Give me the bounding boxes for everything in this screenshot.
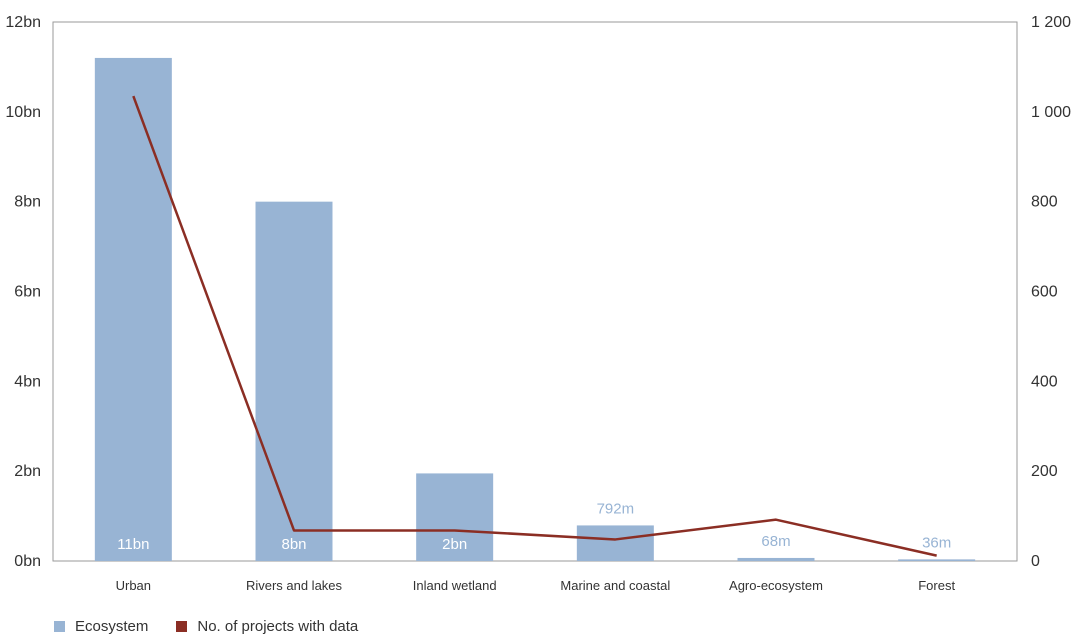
y-axis-right-ticks: 0 200 400 600 800 1 000 1 200: [1031, 14, 1071, 570]
y-left-tick-label: 10bn: [5, 104, 41, 121]
legend-swatch-bars: [54, 621, 65, 632]
y-left-tick-label: 8bn: [14, 194, 41, 211]
y-right-tick-label: 800: [1031, 194, 1058, 211]
bar-data-label: 792m: [597, 500, 635, 517]
bar: [416, 473, 494, 561]
line-series-path: [132, 95, 937, 557]
y-left-tick-label: 6bn: [14, 284, 41, 301]
x-tick-label: Agro-ecosystem: [729, 578, 823, 593]
legend-label-line: No. of projects with data: [197, 618, 359, 635]
x-tick-label: Inland wetland: [413, 578, 497, 593]
x-tick-label: Forest: [918, 578, 955, 593]
bar-data-label: 36m: [922, 534, 951, 551]
x-tick-label: Marine and coastal: [560, 578, 670, 593]
legend-item-line: No. of projects with data: [176, 618, 358, 635]
bar: [576, 525, 654, 561]
y-right-tick-label: 0: [1031, 553, 1040, 570]
bar-data-label: 8bn: [281, 536, 306, 553]
bar-data-label: 68m: [761, 533, 790, 550]
y-right-tick-label: 600: [1031, 284, 1058, 301]
data-labels: 11bn 8bn 2bn 792m 68m 36m: [117, 500, 951, 553]
y-left-tick-label: 0bn: [14, 553, 41, 570]
y-left-tick-label: 4bn: [14, 373, 41, 390]
x-axis-ticks: Urban Rivers and lakes Inland wetland Marin…: [116, 578, 956, 593]
chart: 11bn 8bn 2bn 792m 68m 36m Urban Rivers and lak…: [5, 14, 1071, 593]
bar: [94, 57, 172, 561]
x-tick-label: Rivers and lakes: [246, 578, 343, 593]
axes: [52, 21, 1018, 562]
y-right-tick-label: 400: [1031, 373, 1058, 390]
line-series: [132, 95, 937, 557]
legend: Ecosystem No. of projects with data: [54, 618, 386, 635]
y-right-tick-label: 1 200: [1031, 14, 1071, 31]
bar-data-label: 11bn: [117, 536, 149, 553]
bar: [898, 559, 976, 561]
y-right-tick-label: 200: [1031, 463, 1058, 480]
bar: [737, 557, 815, 561]
legend-swatch-line: [176, 621, 188, 632]
bar: [255, 201, 333, 561]
y-axis-left-ticks: 0bn 2bn 4bn 6bn 8bn 10bn 12bn: [5, 14, 41, 570]
y-left-tick-label: 12bn: [5, 14, 41, 31]
y-right-tick-label: 1 000: [1031, 104, 1071, 121]
y-left-tick-label: 2bn: [14, 463, 41, 480]
x-tick-label: Urban: [116, 578, 151, 593]
legend-item-bars: Ecosystem: [54, 618, 148, 635]
bar-series: [94, 57, 976, 561]
plot-frame: [52, 21, 1018, 562]
bar-data-label: 2bn: [442, 536, 467, 553]
legend-label-bars: Ecosystem: [75, 618, 149, 635]
